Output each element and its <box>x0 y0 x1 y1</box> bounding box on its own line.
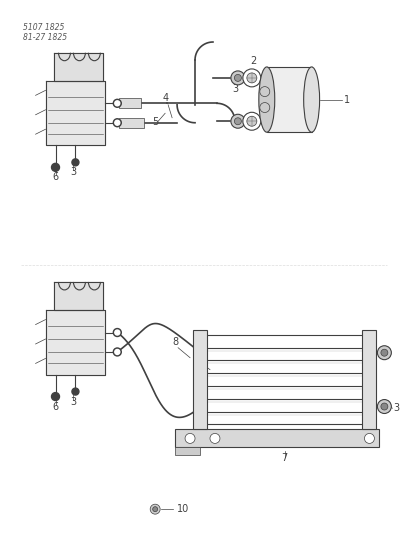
Text: 6: 6 <box>53 401 59 411</box>
Circle shape <box>235 118 242 125</box>
Text: 3: 3 <box>71 167 77 177</box>
Circle shape <box>381 349 388 356</box>
Bar <box>267 67 312 132</box>
Bar <box>119 98 141 108</box>
Ellipse shape <box>304 67 319 132</box>
Bar <box>175 430 379 447</box>
Circle shape <box>381 403 388 410</box>
Text: 4: 4 <box>162 93 168 103</box>
Text: 8: 8 <box>172 337 178 347</box>
Circle shape <box>153 507 157 512</box>
Text: 5107 1825: 5107 1825 <box>22 23 64 32</box>
Polygon shape <box>53 282 103 310</box>
Text: 3: 3 <box>71 397 77 407</box>
Circle shape <box>51 163 60 171</box>
Circle shape <box>377 346 391 360</box>
Ellipse shape <box>259 67 275 132</box>
Circle shape <box>247 73 257 83</box>
Polygon shape <box>53 53 103 80</box>
Circle shape <box>115 350 120 354</box>
Circle shape <box>115 330 120 335</box>
Text: 81-27 1825: 81-27 1825 <box>22 33 67 42</box>
Circle shape <box>231 71 245 85</box>
Bar <box>119 118 144 128</box>
Circle shape <box>260 102 270 112</box>
Circle shape <box>247 116 257 126</box>
Polygon shape <box>46 310 105 375</box>
Circle shape <box>72 159 79 166</box>
Text: 7: 7 <box>282 454 288 463</box>
Circle shape <box>185 433 195 443</box>
Bar <box>362 330 377 430</box>
Circle shape <box>150 504 160 514</box>
Circle shape <box>377 400 391 414</box>
Circle shape <box>113 119 121 127</box>
Circle shape <box>113 328 121 336</box>
Circle shape <box>243 112 261 130</box>
Circle shape <box>243 69 261 87</box>
Circle shape <box>231 114 245 128</box>
Text: 9: 9 <box>192 350 198 360</box>
Circle shape <box>235 75 242 82</box>
Circle shape <box>115 120 120 125</box>
Text: 1: 1 <box>344 94 350 104</box>
Text: 6: 6 <box>53 172 59 182</box>
Circle shape <box>260 87 270 96</box>
Circle shape <box>72 388 79 395</box>
Text: 5: 5 <box>152 117 158 127</box>
Circle shape <box>210 433 220 443</box>
Text: 3: 3 <box>232 84 238 94</box>
Circle shape <box>113 348 121 356</box>
Text: 2: 2 <box>251 56 257 66</box>
Text: 3: 3 <box>393 403 399 413</box>
Circle shape <box>51 393 60 400</box>
Circle shape <box>113 99 121 107</box>
Bar <box>175 447 200 455</box>
Text: 10: 10 <box>177 504 189 514</box>
Polygon shape <box>46 80 105 146</box>
Bar <box>193 330 207 430</box>
Circle shape <box>364 433 375 443</box>
Circle shape <box>115 101 120 106</box>
